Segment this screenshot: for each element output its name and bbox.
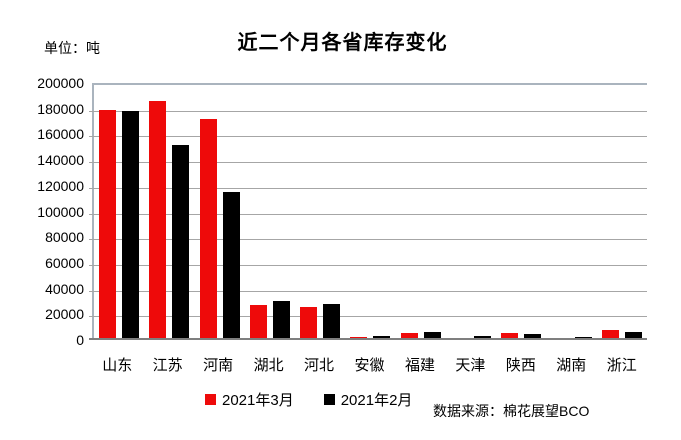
y-tick-label: 40000	[45, 280, 84, 297]
bar	[222, 192, 240, 340]
y-tick-label: 0	[76, 332, 84, 348]
x-tick-label: 山东	[102, 357, 133, 374]
bar	[172, 145, 190, 340]
bar-group-2	[144, 85, 194, 340]
bar	[199, 119, 217, 340]
legend-label: 2021年3月	[222, 392, 294, 409]
x-tick-label: 河北	[304, 357, 335, 374]
bar	[99, 110, 117, 340]
y-axis: 200000 180000 160000 140000 120000 100000 8000…	[0, 75, 84, 348]
y-tick-label: 60000	[45, 254, 84, 271]
bar	[149, 101, 167, 340]
x-axis-line	[89, 338, 647, 340]
legend-label: 2021年2月	[340, 392, 413, 409]
unit-label: 单位：吨	[44, 40, 100, 56]
gridline	[89, 162, 647, 164]
x-tick-label: 浙江	[606, 357, 637, 374]
bar	[323, 304, 341, 340]
bar-group-5	[295, 85, 345, 340]
legend: 2021年3月 2021年2月	[205, 389, 412, 410]
legend-swatch	[205, 394, 216, 405]
gridline	[89, 213, 647, 215]
bar-group-1	[94, 85, 144, 340]
bar	[249, 305, 267, 340]
x-tick-label: 湖南	[556, 357, 587, 374]
bar-group-7	[396, 85, 446, 340]
gridline	[89, 239, 647, 241]
x-tick-label: 陕西	[505, 357, 536, 374]
bar	[400, 333, 418, 340]
x-tick-label: 福建	[404, 357, 435, 374]
x-tick-label: 湖北	[253, 357, 284, 374]
bar-group-3	[195, 85, 245, 340]
gridline	[89, 136, 647, 138]
gridline	[89, 187, 647, 189]
y-tick-label: 80000	[45, 229, 84, 246]
bar	[601, 330, 619, 340]
y-tick-label: 120000	[37, 177, 84, 194]
x-tick-label: 江苏	[152, 357, 183, 374]
gridline	[89, 316, 647, 318]
plot-area	[89, 83, 647, 340]
bar	[122, 111, 140, 340]
legend-swatch	[323, 394, 335, 405]
y-tick-label: 160000	[37, 126, 84, 143]
bar	[624, 332, 642, 340]
bar-group-11	[597, 85, 647, 340]
bar-group-10	[546, 85, 596, 340]
bar-group-9	[496, 85, 546, 340]
bar-group-8	[446, 85, 496, 340]
x-tick-label: 河南	[203, 357, 234, 374]
gridline	[89, 110, 647, 112]
bar	[300, 307, 318, 340]
y-tick-label: 20000	[45, 306, 84, 323]
gridline	[89, 290, 647, 292]
source-label: 数据来源：棉花展望BCO	[433, 403, 590, 419]
bar-groups	[94, 85, 647, 340]
y-tick-label: 180000	[37, 100, 84, 117]
chart-title: 近二个月各省库存变化	[237, 32, 448, 54]
bar-group-6	[345, 85, 395, 340]
bar	[524, 334, 542, 340]
bar	[423, 332, 441, 340]
y-tick-label: 140000	[37, 152, 84, 169]
y-tick-label: 100000	[37, 203, 84, 220]
gridline	[89, 264, 647, 266]
x-tick-label: 安徽	[354, 357, 385, 374]
legend-item: 2021年2月	[323, 389, 413, 410]
legend-item: 2021年3月	[205, 389, 294, 410]
bar-group-4	[245, 85, 295, 340]
x-axis: 山东 江苏 河南 湖北 河北 安徽 福建 天津 陕西 湖南 浙江	[92, 354, 647, 375]
bar	[272, 301, 290, 340]
bar	[501, 333, 519, 340]
x-tick-label: 天津	[455, 357, 486, 374]
y-tick-label: 200000	[37, 75, 84, 91]
